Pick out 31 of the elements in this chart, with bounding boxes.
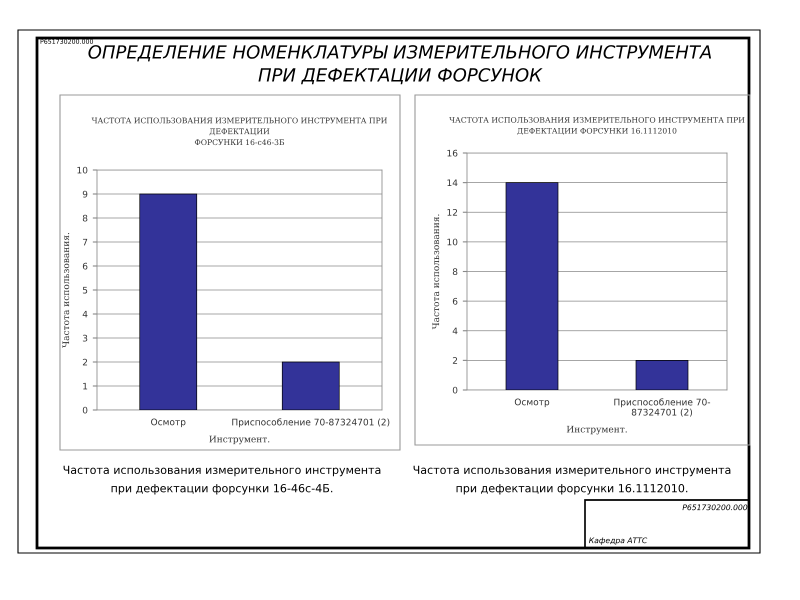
y-tick-label: 14	[447, 179, 458, 186]
y-axis-title: Частота использования.	[432, 214, 440, 330]
y-tick-label: 4	[452, 328, 458, 334]
text: Частота использования измерительного инструмента при дефектации форсунки 16.1112010.	[414, 466, 730, 495]
y-tick-label: 10	[447, 238, 458, 246]
y-tick-label: 6	[452, 298, 458, 305]
x-axis-title: Инструмент.	[209, 436, 270, 444]
y-tick-label: 3	[82, 334, 88, 342]
x-tick-label: Осмотр	[151, 418, 186, 428]
y-tick-label: 5	[82, 286, 88, 294]
y-tick-label: 4	[82, 310, 88, 318]
y-tick-label: 12	[447, 208, 458, 216]
y-tick-label: 2	[452, 357, 458, 364]
y-tick-label: 0	[82, 406, 88, 414]
y-tick-label: 0	[452, 386, 458, 394]
y-axis-title: Частота использования.	[62, 233, 70, 348]
text: ОПРЕДЕЛЕНИЕ НОМЕНКЛАТУРЫ ИЗМЕРИТЕЛЬНОГО ИНСТРУМЕНТА ПРИ ДЕФЕКТАЦИИ ФОРСУНОК	[88, 45, 712, 84]
x-tick-label: Осмотр	[514, 398, 550, 408]
y-tick-label: 16	[447, 150, 458, 157]
y-tick-label: 8	[82, 214, 88, 222]
x-axis-title: Инструмент.	[566, 426, 627, 434]
y-tick-label: 10	[77, 166, 88, 174]
y-tick-label: 1	[83, 382, 88, 390]
y-tick-label: 9	[82, 190, 88, 198]
y-tick-label: 7	[82, 238, 88, 246]
y-tick-label: 8	[452, 268, 458, 276]
x-tick-label: Приспособление 70-87324701 (2)	[232, 418, 390, 428]
y-tick-label: 6	[82, 262, 88, 270]
text: Частота использования измерительного инструмента при дефектации форсунки 16-46с-4Б.	[64, 466, 380, 495]
x-tick-label: Приспособление 70- 87324701 (2)	[614, 398, 710, 417]
y-tick-label: 2	[82, 358, 88, 366]
